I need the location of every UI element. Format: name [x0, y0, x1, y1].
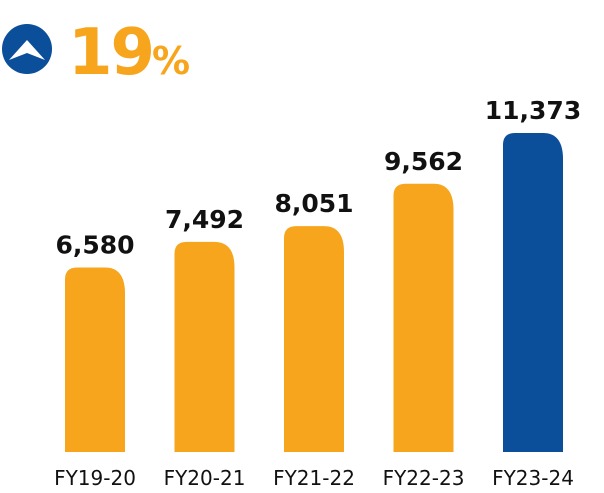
data-label: 8,051	[274, 189, 353, 218]
x-tick-label: FY20-21	[164, 466, 246, 490]
data-label: 6,580	[55, 230, 134, 259]
growth-unit: %	[152, 39, 190, 83]
bars-group: 6,580 FY19-20 7,492 FY20-21 8,051 FY21-22 9,56…	[54, 96, 581, 490]
x-tick-label: FY23-24	[492, 466, 574, 490]
growth-indicator: 19 %	[2, 16, 190, 90]
bar-FY19-20	[65, 267, 125, 452]
bar-FY22-23	[393, 183, 454, 452]
x-tick-label: FY22-23	[383, 466, 465, 490]
growth-value: 19	[68, 16, 153, 90]
arrow-up-icon	[2, 24, 52, 74]
data-label: 11,373	[485, 96, 581, 125]
x-tick-label: FY21-22	[273, 466, 355, 490]
data-label: 7,492	[165, 205, 244, 234]
bar-FY20-21	[174, 241, 235, 452]
data-label: 9,562	[384, 147, 463, 176]
bar-FY23-24	[503, 133, 563, 452]
x-tick-label: FY19-20	[54, 466, 136, 490]
bar-FY21-22	[284, 226, 344, 452]
